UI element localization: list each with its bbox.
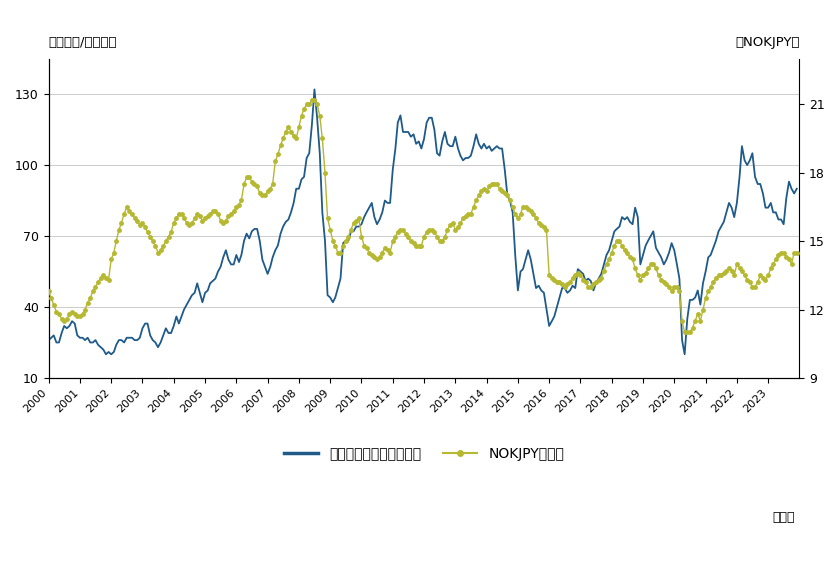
Text: （NOKJPY）: （NOKJPY） — [735, 36, 800, 49]
Text: （米ドル/バレル）: （米ドル/バレル） — [49, 36, 117, 49]
Text: （年）: （年） — [773, 511, 795, 524]
Legend: ブレント原油先物（左）, NOKJPY（右）: ブレント原油先物（左）, NOKJPY（右） — [278, 442, 570, 467]
